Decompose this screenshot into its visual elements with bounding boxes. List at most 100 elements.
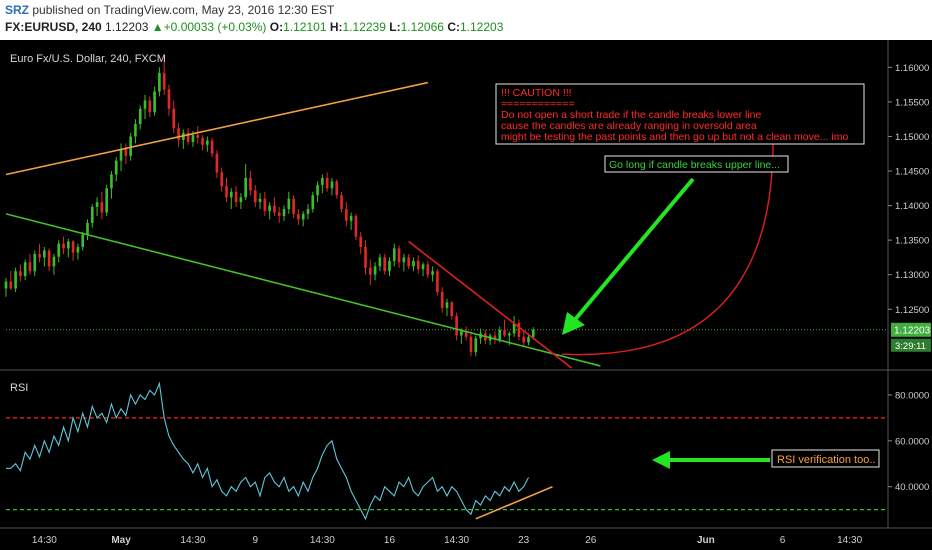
candle-body	[47, 250, 51, 267]
candle-body	[19, 271, 22, 277]
candle-body	[464, 331, 468, 337]
candle-body	[522, 336, 526, 343]
candle-body	[397, 248, 401, 263]
candle-body	[62, 243, 65, 249]
chart-canvas[interactable]: 1.16000 1.15500 1.15000 1.14500 1.14000 1.135…	[0, 40, 932, 550]
candle-body	[105, 188, 108, 213]
candle-body	[143, 100, 147, 109]
rsi-tick-label: 40.0000	[895, 482, 929, 493]
projection-curve	[562, 130, 774, 356]
candle-body	[368, 267, 372, 275]
caution-annotation[interactable]: !!! CAUTION !!! ============ Do not open…	[495, 83, 865, 145]
candle-body	[206, 140, 209, 145]
candle-body	[512, 323, 516, 334]
candle-body	[215, 153, 219, 173]
candle-body	[43, 250, 46, 258]
candle-body	[392, 248, 396, 261]
arrow-left-icon	[652, 451, 770, 469]
candles	[4, 57, 535, 357]
price-tick-label: 1.14500	[895, 167, 929, 178]
caution-separator: ============	[501, 98, 575, 110]
close-value: 1.12203	[459, 20, 504, 34]
caution-line-2: cause the candles are already ranging in…	[501, 120, 757, 132]
long-box	[604, 155, 789, 173]
candle-body	[460, 331, 463, 336]
drawings	[5, 81, 774, 369]
time-tick-label: 14:30	[32, 535, 57, 546]
candle-body	[426, 264, 430, 275]
open-value: 1.12101	[283, 20, 327, 34]
price-change: +0.00033 (+0.03%)	[163, 20, 267, 34]
candle-body	[330, 181, 334, 189]
caution-line-1: Do not open a short trade if the candle …	[501, 109, 761, 121]
candle-body	[421, 264, 425, 270]
axes: 1.16000 1.15500 1.15000 1.14500 1.14000 1.135…	[32, 63, 930, 546]
candle-body	[402, 257, 406, 263]
trend-line	[5, 213, 601, 367]
candle-body	[249, 177, 252, 191]
candle-body	[378, 257, 382, 267]
rsi-note-box	[771, 449, 880, 468]
candle-body	[76, 247, 80, 253]
price-tick-label: 1.14000	[895, 201, 929, 212]
price-tick-label: 1.13000	[895, 270, 929, 281]
candle-body	[95, 202, 99, 207]
author-name[interactable]: SRZ	[5, 3, 29, 17]
candle-body	[503, 329, 506, 336]
candle-body	[167, 89, 171, 109]
candle-body	[100, 202, 104, 213]
time-tick-label: 14:30	[444, 535, 469, 546]
last-price-badge: 1.12203	[891, 322, 931, 337]
rsi-annotation[interactable]: RSI verification too..	[771, 449, 880, 468]
high-value: 1.12239	[342, 20, 386, 34]
candle-body	[196, 135, 200, 138]
last-price: 1.12203	[105, 20, 149, 34]
svg-text:3:29:11: 3:29:11	[895, 341, 926, 352]
candle-body	[455, 316, 458, 336]
candle-body	[33, 253, 37, 272]
candle-body	[349, 215, 353, 221]
candle-body	[244, 177, 247, 198]
rsi-line	[6, 381, 529, 521]
candle-body	[388, 260, 391, 272]
candle-body	[354, 215, 358, 237]
candle-body	[345, 209, 348, 221]
time-tick-label: 14:30	[310, 535, 335, 546]
price-tick-label: 1.15000	[895, 132, 929, 143]
candle-body	[440, 291, 444, 308]
low-label: L:	[389, 20, 401, 34]
candle-body	[124, 148, 128, 156]
open-label: O:	[269, 20, 284, 34]
candle-body	[416, 260, 420, 270]
candle-body	[297, 213, 300, 220]
trend-line	[408, 240, 573, 369]
candle-body	[9, 281, 13, 289]
caution-box	[495, 83, 865, 145]
rsi-title: RSI	[10, 382, 28, 394]
candle-body	[57, 243, 61, 257]
time-tick-label: 9	[252, 535, 258, 546]
candle-body	[340, 195, 343, 210]
candle-body	[52, 256, 56, 267]
candle-body	[306, 209, 310, 214]
price-tick-label: 1.12500	[895, 305, 929, 316]
candle-body	[311, 195, 315, 210]
candle-body	[186, 133, 190, 142]
candle-body	[234, 191, 238, 203]
candle-body	[210, 140, 214, 154]
rsi-pane	[6, 381, 888, 521]
price-tick-label: 1.16000	[895, 63, 929, 74]
time-tick-label: 23	[518, 535, 530, 546]
candle-body	[273, 205, 276, 213]
candle-body	[407, 257, 410, 267]
candle-body	[282, 209, 286, 216]
time-tick-label: May	[111, 535, 131, 546]
long-annotation[interactable]: Go long if candle breaks upper line...	[604, 155, 789, 173]
candle-body	[445, 302, 449, 308]
candle-body	[71, 241, 75, 253]
candle-body	[28, 262, 32, 272]
symbol-label: FX:EURUSD, 240	[5, 20, 102, 34]
publish-line: SRZ published on TradingView.com, May 23…	[5, 3, 334, 17]
candle-body	[201, 137, 204, 145]
published-text: published on TradingView.com, May 23, 20…	[32, 3, 335, 17]
